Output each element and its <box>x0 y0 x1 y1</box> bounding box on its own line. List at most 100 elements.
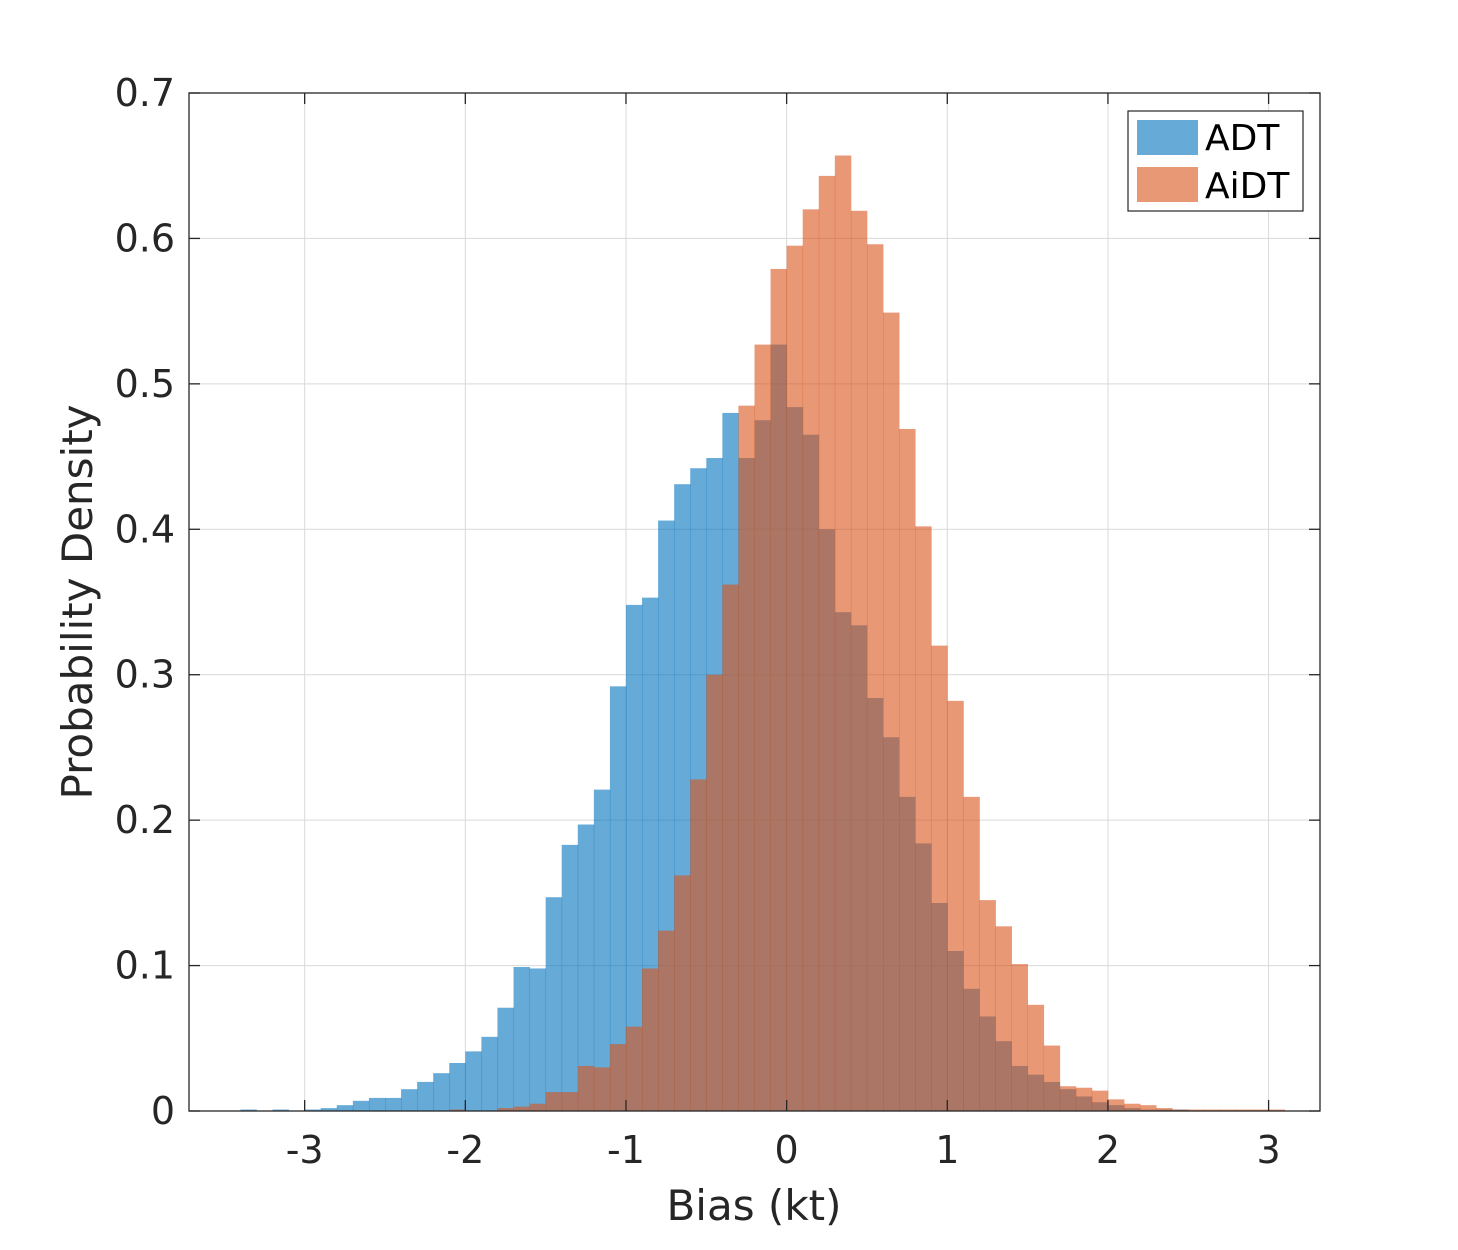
histogram-bar-aidt <box>738 405 755 1112</box>
x-tick-label: 2 <box>1096 1128 1120 1172</box>
histogram-bar-adt <box>352 1100 370 1111</box>
series-aidt-bars <box>449 155 1286 1112</box>
histogram-bar-aidt <box>497 1108 514 1111</box>
x-tick-label: 1 <box>935 1128 959 1172</box>
y-tick-label: 0.5 <box>115 362 175 406</box>
legend: ADT AiDT <box>1127 110 1304 212</box>
y-tick-label: 0.2 <box>115 798 175 842</box>
histogram-bar-aidt <box>1059 1086 1077 1111</box>
histogram-bar-aidt <box>802 209 820 1112</box>
histogram-bar-adt <box>609 686 627 1111</box>
histogram-bar-aidt <box>1156 1108 1173 1111</box>
histogram-bar-adt <box>513 967 530 1111</box>
histogram-bar-aidt <box>449 1109 466 1111</box>
histogram-bar-aidt <box>1140 1105 1157 1111</box>
histogram-bar-adt <box>577 824 595 1111</box>
histogram-bar-adt <box>465 1051 482 1111</box>
histogram-bar-aidt <box>963 796 980 1111</box>
x-tick-label: -3 <box>286 1128 324 1172</box>
y-tick-label: 0.7 <box>115 71 175 115</box>
histogram-bar-adt <box>272 1109 290 1111</box>
histogram-bar-aidt <box>561 1092 579 1111</box>
histogram-bar-aidt <box>995 926 1012 1111</box>
x-axis-title: Bias (kt) <box>666 1181 841 1230</box>
y-axis-title: Probability Density <box>53 404 102 799</box>
histogram-bar-aidt <box>722 584 739 1111</box>
histogram-bar-aidt <box>674 875 691 1111</box>
histogram-bar-aidt <box>577 1065 595 1111</box>
histogram-bar-aidt <box>786 245 804 1111</box>
histogram-bar-aidt <box>915 526 932 1111</box>
legend-label-aidt: AiDT <box>1205 166 1290 207</box>
y-tick-labels: 0 0.1 0.2 0.3 0.4 0.5 0.6 0.7 <box>115 71 175 1133</box>
histogram-bar-adt <box>417 1081 434 1111</box>
histogram-bar-aidt <box>754 344 771 1111</box>
histogram-bar-aidt <box>1124 1103 1141 1111</box>
histogram-bar-adt <box>240 1109 257 1111</box>
histogram-bar-adt <box>625 604 643 1111</box>
legend-label-adt: ADT <box>1205 118 1280 159</box>
legend-swatch-adt <box>1137 120 1198 155</box>
histogram-bar-aidt <box>706 674 723 1111</box>
histogram-bar-aidt <box>899 428 916 1111</box>
legend-swatch-aidt <box>1137 167 1198 202</box>
histogram-bar-aidt <box>1252 1109 1269 1111</box>
histogram-bar-adt <box>529 968 547 1111</box>
histogram-bar-aidt <box>947 700 964 1111</box>
histogram-bar-adt <box>497 1007 514 1111</box>
y-tick-label: 0.1 <box>115 944 175 988</box>
histogram-bar-adt <box>545 897 563 1111</box>
histogram-bar-adt <box>401 1089 418 1111</box>
y-tick-label: 0.4 <box>115 507 175 551</box>
histogram-bar-adt <box>384 1097 402 1111</box>
histogram-bar-aidt <box>1188 1109 1205 1111</box>
x-tick-label: 3 <box>1256 1128 1280 1172</box>
histogram-bar-adt <box>304 1109 322 1111</box>
histogram-bar-adt <box>320 1108 338 1111</box>
histogram-bar-aidt <box>979 900 996 1111</box>
histogram-bar-aidt <box>1027 1004 1045 1111</box>
histogram-bar-aidt <box>1107 1099 1125 1111</box>
histogram-bar-aidt <box>513 1106 530 1111</box>
histogram-bar-adt <box>593 789 611 1111</box>
histogram-bar-aidt <box>1268 1109 1286 1111</box>
histogram-bar-aidt <box>625 1026 643 1111</box>
histogram-bar-adt <box>368 1097 386 1111</box>
histogram-bar-aidt <box>834 155 852 1111</box>
histogram-bar-aidt <box>690 779 707 1111</box>
x-tick-labels: -3 -2 -1 0 1 2 3 <box>286 1128 1281 1172</box>
histogram-bar-adt <box>433 1073 450 1111</box>
histogram-bar-aidt <box>545 1092 563 1111</box>
histogram-bar-adt <box>336 1105 354 1111</box>
plot-frame <box>188 92 1321 1112</box>
histogram-bar-aidt <box>931 645 948 1111</box>
histogram-bar-adt <box>449 1063 466 1111</box>
histogram-bar-aidt <box>770 268 788 1111</box>
histogram-bar-aidt <box>1204 1109 1221 1111</box>
y-tick-label: 0.6 <box>115 216 175 260</box>
histogram-bar-aidt <box>850 210 868 1112</box>
histogram-bar-aidt <box>529 1103 547 1111</box>
histogram-bar-aidt <box>1091 1090 1109 1111</box>
y-tick-label: 0.3 <box>115 653 175 697</box>
x-tick-label: 0 <box>775 1128 799 1172</box>
histogram-bar-aidt <box>1043 1045 1061 1111</box>
histogram-bar-aidt <box>1172 1109 1189 1111</box>
histogram-bar-aidt <box>609 1044 627 1111</box>
histogram-bar-aidt <box>866 244 884 1111</box>
x-tick-label: -1 <box>607 1128 645 1172</box>
histogram-bar-aidt <box>642 968 659 1111</box>
histogram-bar-aidt <box>1236 1109 1253 1111</box>
histogram-bar-aidt <box>1075 1087 1093 1111</box>
x-tick-label: -2 <box>446 1128 484 1172</box>
histogram-bar-aidt <box>658 930 675 1111</box>
histogram-bar-aidt <box>818 175 836 1111</box>
histogram-bar-aidt <box>593 1067 611 1111</box>
y-tick-label: 0 <box>151 1089 175 1133</box>
histogram-bar-aidt <box>1220 1109 1237 1111</box>
histogram-bar-aidt <box>883 312 900 1111</box>
histogram-bar-adt <box>481 1036 498 1111</box>
axis-ticks <box>189 92 1320 1112</box>
histogram-bar-adt <box>561 844 579 1111</box>
